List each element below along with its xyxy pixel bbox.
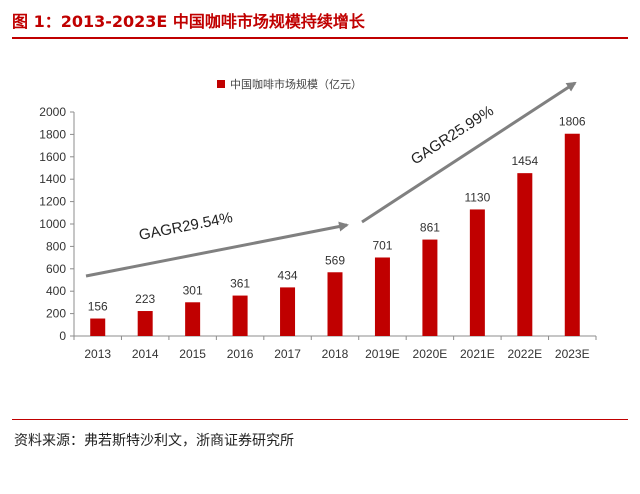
- bar-2022E: [517, 173, 533, 336]
- x-tick-label: 2020E: [413, 347, 448, 361]
- bar-2013: [90, 318, 106, 336]
- cagr-label-2019-2023: GAGR25.99%: [408, 102, 497, 168]
- y-tick-label: 1800: [39, 127, 66, 141]
- bar-2015: [185, 302, 201, 336]
- legend-label: 中国咖啡市场规模（亿元）: [230, 77, 362, 91]
- x-tick-label: 2014: [132, 347, 159, 361]
- bar-2017: [280, 287, 296, 336]
- bar-value-label: 223: [135, 292, 155, 306]
- y-tick-label: 1400: [39, 172, 66, 186]
- bar-2019E: [374, 257, 390, 336]
- x-tick-label: 2015: [179, 347, 206, 361]
- bar-2018: [327, 272, 343, 336]
- bar-2020E: [422, 239, 438, 336]
- bar-2016: [232, 295, 248, 336]
- x-tick-label: 2022E: [507, 347, 542, 361]
- bar-value-label: 361: [230, 277, 250, 291]
- x-tick-label: 2018: [322, 347, 349, 361]
- y-tick-label: 800: [46, 239, 66, 253]
- bar-value-label: 1454: [511, 154, 538, 168]
- bar-value-label: 301: [183, 283, 203, 297]
- bar-2021E: [469, 209, 485, 336]
- chart-legend: 中国咖啡市场规模（亿元）: [217, 77, 362, 91]
- trend-arrow-2019-2023: [361, 81, 577, 224]
- y-tick-label: 1200: [39, 195, 66, 209]
- y-tick-label: 600: [46, 262, 66, 276]
- bar-2023E: [564, 133, 580, 336]
- y-tick-label: 1000: [39, 217, 66, 231]
- bar-value-label: 434: [278, 268, 298, 282]
- x-tick-label: 2023E: [555, 347, 590, 361]
- x-tick-label: 2016: [227, 347, 254, 361]
- trend-arrow-2013-2018: [85, 221, 349, 278]
- y-tick-label: 2000: [39, 105, 66, 119]
- x-tick-label: 2017: [274, 347, 301, 361]
- bar-value-label: 861: [420, 221, 440, 235]
- y-tick-label: 0: [59, 329, 66, 343]
- title-divider: [12, 37, 628, 39]
- bar-value-label: 156: [88, 300, 108, 314]
- y-tick-label: 1600: [39, 150, 66, 164]
- x-tick-label: 2019E: [365, 347, 400, 361]
- bar-chart: 中国咖啡市场规模（亿元） 0 200 400 600 800 1000 1200 1400 16…: [39, 77, 597, 361]
- source-note: 资料来源：弗若斯特沙利文，浙商证券研究所: [14, 433, 294, 449]
- y-tick-label: 200: [46, 307, 66, 321]
- cagr-label-2013-2018: GAGR29.54%: [138, 209, 235, 244]
- x-tick-label: 2013: [84, 347, 111, 361]
- bar-2014: [137, 311, 153, 336]
- source-divider: [12, 419, 628, 420]
- y-tick-label: 400: [46, 284, 66, 298]
- legend-swatch: [217, 80, 225, 88]
- bar-value-label: 569: [325, 253, 345, 267]
- bar-value-label: 701: [372, 238, 392, 252]
- x-tick-label: 2021E: [460, 347, 495, 361]
- figure-title: 图 1：2013-2023E 中国咖啡市场规模持续增长: [12, 12, 365, 31]
- bar-value-label: 1130: [464, 190, 490, 204]
- bar-value-label: 1806: [559, 115, 586, 129]
